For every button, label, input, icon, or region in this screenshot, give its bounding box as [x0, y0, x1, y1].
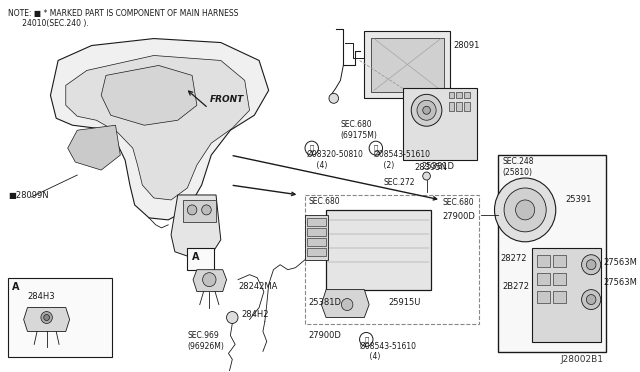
Text: 24010(SEC.240 ).: 24010(SEC.240 ). [8, 19, 89, 28]
Text: SEC.680: SEC.680 [309, 197, 340, 206]
Text: 27900D: 27900D [443, 212, 476, 221]
Bar [305, 195, 479, 324]
Text: NOTE: ■ * MARKED PART IS COMPONENT OF MAIN HARNESS: NOTE: ■ * MARKED PART IS COMPONENT OF MA… [8, 9, 239, 17]
Circle shape [582, 255, 601, 275]
Text: SEC.969
(96926M): SEC.969 (96926M) [188, 331, 224, 351]
Text: Ø08320-50810
    (4): Ø08320-50810 (4) [307, 150, 364, 170]
Polygon shape [171, 195, 221, 258]
Text: 2B272: 2B272 [502, 282, 529, 291]
Circle shape [188, 205, 197, 215]
Circle shape [202, 205, 211, 215]
Bar [532, 248, 601, 342]
Bar [536, 291, 550, 302]
Circle shape [227, 311, 238, 324]
Circle shape [417, 100, 436, 120]
Text: 25381D: 25381D [309, 298, 342, 307]
Text: Ⓢ: Ⓢ [310, 145, 314, 151]
Text: 28091: 28091 [453, 41, 480, 49]
Bar [307, 238, 326, 246]
Circle shape [329, 93, 339, 103]
Text: Ⓢ: Ⓢ [364, 336, 369, 343]
Polygon shape [101, 65, 197, 125]
Text: A: A [12, 282, 20, 292]
Bar [364, 31, 451, 98]
Bar [307, 218, 326, 226]
Polygon shape [193, 270, 227, 292]
Circle shape [44, 314, 49, 321]
Bar [456, 102, 462, 111]
Bar [499, 155, 605, 352]
Text: FRONT: FRONT [209, 95, 244, 104]
Text: SEC.248
(25810): SEC.248 (25810) [502, 157, 534, 176]
Bar [188, 248, 214, 270]
Text: 28242MA: 28242MA [238, 282, 277, 291]
Circle shape [369, 141, 383, 155]
Polygon shape [321, 290, 369, 318]
Polygon shape [305, 215, 328, 260]
Text: Ø08543-51610
    (4): Ø08543-51610 (4) [360, 341, 417, 361]
Bar [536, 273, 550, 285]
Bar [182, 200, 216, 222]
Circle shape [341, 299, 353, 311]
Circle shape [305, 141, 319, 155]
Text: Ⓢ: Ⓢ [374, 145, 378, 151]
Circle shape [586, 260, 596, 270]
Bar [553, 273, 566, 285]
Bar [449, 92, 454, 98]
Text: 25381D: 25381D [422, 162, 455, 171]
Text: ■28099N: ■28099N [8, 192, 49, 201]
Circle shape [582, 290, 601, 310]
Bar [307, 228, 326, 236]
Text: 25391: 25391 [565, 195, 592, 204]
Text: SEC.680: SEC.680 [443, 198, 474, 207]
Circle shape [516, 200, 534, 220]
Polygon shape [24, 308, 70, 331]
Bar [403, 89, 477, 160]
Text: 28395N: 28395N [414, 163, 447, 172]
Circle shape [423, 172, 430, 180]
Bar [307, 248, 326, 256]
Text: Ø08543-51610
    (2): Ø08543-51610 (2) [374, 150, 431, 170]
Text: 27563M: 27563M [604, 278, 637, 287]
Bar [326, 210, 431, 290]
Circle shape [423, 106, 430, 114]
Text: 28272: 28272 [500, 254, 527, 263]
Text: 27563M: 27563M [604, 258, 637, 267]
Polygon shape [68, 125, 120, 170]
Text: 284H3: 284H3 [28, 292, 55, 301]
Text: J28002B1: J28002B1 [561, 355, 604, 364]
Bar [464, 102, 470, 111]
Text: 25915U: 25915U [388, 298, 420, 307]
Bar [536, 255, 550, 267]
Text: A: A [192, 252, 200, 262]
Text: 284H2: 284H2 [242, 310, 269, 318]
Circle shape [495, 178, 556, 242]
Text: SEC.680
(69175M): SEC.680 (69175M) [340, 120, 378, 140]
Circle shape [360, 333, 373, 346]
Circle shape [203, 273, 216, 286]
Bar [371, 38, 444, 92]
Text: 27900D: 27900D [309, 331, 342, 340]
Circle shape [586, 295, 596, 305]
Circle shape [41, 311, 52, 324]
Polygon shape [66, 55, 250, 200]
Polygon shape [51, 39, 269, 220]
Bar [449, 102, 454, 111]
Bar [553, 291, 566, 302]
Circle shape [412, 94, 442, 126]
Bar [8, 278, 112, 357]
Bar [553, 255, 566, 267]
Text: SEC.272: SEC.272 [383, 178, 415, 187]
Bar [464, 92, 470, 98]
Circle shape [504, 188, 546, 232]
Bar [456, 92, 462, 98]
